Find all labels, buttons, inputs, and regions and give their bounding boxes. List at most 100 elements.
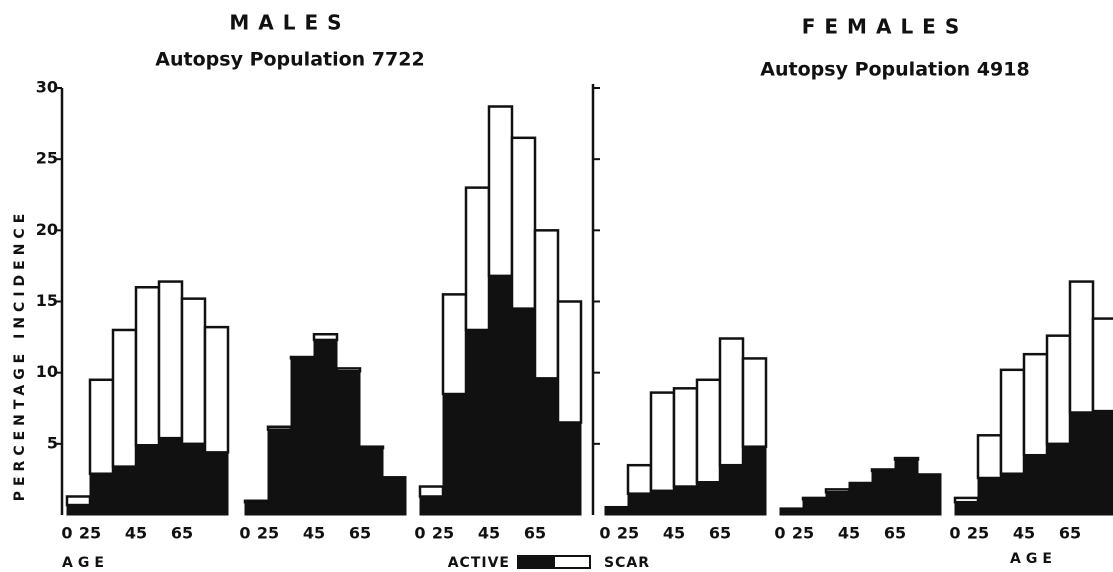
- y-tick-label: 10: [36, 362, 58, 381]
- x-tick-label: 65: [709, 524, 731, 543]
- x-tick-label: 65: [884, 524, 906, 543]
- scar-bar: [976, 434, 1003, 480]
- active-bar: [871, 470, 896, 516]
- active-bar: [112, 466, 137, 516]
- x-tick-label: 0: [949, 524, 960, 543]
- scar-bar: [111, 328, 138, 468]
- scar-bar: [626, 463, 653, 495]
- scar-bar: [533, 229, 560, 380]
- scar-bar: [1068, 280, 1095, 414]
- x-tick-label: 25: [967, 524, 989, 543]
- x-tick-label: 25: [432, 524, 454, 543]
- active-bar: [1000, 473, 1025, 516]
- active-bar: [742, 446, 767, 516]
- x-tick-label: 25: [257, 524, 279, 543]
- active-bar: [696, 481, 721, 516]
- x-tick-label: 45: [478, 524, 500, 543]
- active-bar: [336, 370, 361, 516]
- active-bar: [66, 504, 91, 516]
- scar-bar: [1045, 334, 1072, 446]
- active-bar: [1069, 412, 1094, 516]
- x-tick-label: 0: [239, 524, 250, 543]
- active-bar: [419, 495, 444, 516]
- active-bar: [604, 505, 629, 516]
- active-bar: [313, 339, 338, 516]
- active-bar: [1023, 454, 1048, 516]
- scar-bar: [510, 136, 537, 310]
- active-bar: [135, 444, 160, 516]
- x-tick-label: 0: [414, 524, 425, 543]
- scar-bar: [180, 297, 207, 446]
- x-axis-label: AGE: [62, 555, 109, 571]
- active-bar: [359, 447, 384, 516]
- active-bar: [673, 486, 698, 516]
- x-tick-label: 45: [1013, 524, 1035, 543]
- x-axis-label: AGE: [1010, 551, 1057, 567]
- active-bar: [779, 507, 804, 516]
- active-bar: [534, 377, 559, 516]
- y-tick-label: 20: [36, 220, 58, 239]
- chart-title: MALES: [229, 11, 350, 35]
- active-bar: [244, 501, 269, 516]
- legend-label: SCAR: [604, 555, 650, 571]
- x-tick-label: 65: [1059, 524, 1081, 543]
- x-tick-label: 45: [303, 524, 325, 543]
- y-tick-label: 5: [47, 433, 58, 452]
- legend-swatch: [553, 555, 591, 569]
- active-bar: [158, 437, 183, 516]
- scar-bar: [649, 391, 676, 493]
- active-bar: [557, 421, 582, 516]
- x-tick-label: 0: [61, 524, 72, 543]
- y-tick-label: 25: [36, 149, 58, 168]
- active-bar: [917, 473, 942, 516]
- scar-bar: [718, 337, 745, 467]
- scar-bar: [312, 332, 339, 342]
- active-bar: [267, 429, 292, 516]
- active-bar: [825, 491, 850, 516]
- x-tick-label: 25: [792, 524, 814, 543]
- scar-bar: [695, 378, 722, 484]
- legend-label: ACTIVE: [448, 555, 510, 571]
- scar-bar: [88, 378, 115, 475]
- x-tick-label: 65: [524, 524, 546, 543]
- y-tick-label: 15: [36, 291, 58, 310]
- y-tick-label: 30: [36, 78, 58, 97]
- active-bar: [465, 329, 490, 516]
- chart-subtitle: Autopsy Population 4918: [760, 59, 1029, 81]
- x-tick-label: 0: [774, 524, 785, 543]
- scar-bar: [65, 495, 92, 507]
- scar-bar: [441, 293, 468, 396]
- scar-bar: [418, 485, 445, 498]
- chart-title: FEMALES: [802, 15, 969, 39]
- scar-bar: [953, 496, 980, 504]
- scar-bar: [1022, 352, 1049, 457]
- y-axis-label: PERCENTAGE INCIDENCE: [12, 209, 28, 502]
- scar-bar: [672, 387, 699, 488]
- active-bar: [488, 275, 513, 516]
- active-bar: [894, 458, 919, 516]
- scar-bar: [741, 357, 768, 448]
- scar-bar: [203, 325, 230, 454]
- active-bar: [511, 308, 536, 516]
- active-bar: [977, 477, 1002, 516]
- legend-swatch: [517, 555, 555, 569]
- active-bar: [1092, 410, 1113, 516]
- x-tick-label: 65: [349, 524, 371, 543]
- x-tick-label: 45: [838, 524, 860, 543]
- x-tick-label: 25: [79, 524, 101, 543]
- scar-bar: [157, 280, 184, 440]
- active-bar: [1046, 443, 1071, 516]
- active-bar: [204, 451, 229, 516]
- x-tick-label: 0: [599, 524, 610, 543]
- active-bar: [382, 476, 407, 516]
- active-bar: [954, 501, 979, 516]
- x-tick-label: 25: [617, 524, 639, 543]
- active-bar: [719, 464, 744, 516]
- active-bar: [627, 493, 652, 516]
- x-tick-label: 65: [171, 524, 193, 543]
- x-tick-label: 45: [125, 524, 147, 543]
- scar-bar: [556, 300, 583, 424]
- scar-bar: [1091, 317, 1113, 413]
- active-bar: [290, 357, 315, 516]
